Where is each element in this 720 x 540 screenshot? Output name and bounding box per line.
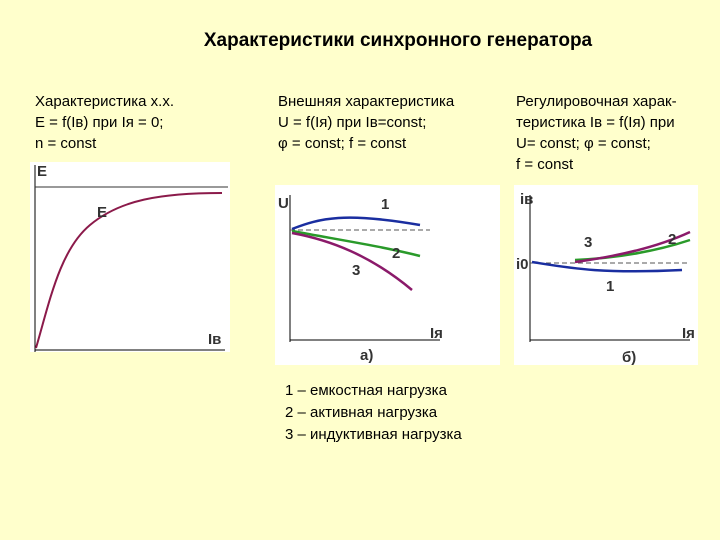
curve-label: 1 (606, 278, 614, 295)
title: Характеристики синхронного генератора (204, 30, 593, 51)
curve-label: 3 (352, 262, 360, 279)
column-text: Регулировочная харак- (516, 93, 677, 110)
x-axis-label: Iя (682, 325, 695, 342)
caption: б) (622, 349, 636, 366)
curve-label: 3 (584, 234, 592, 251)
column-text: f = const (516, 156, 574, 173)
column-text: φ = const; f = const (278, 135, 407, 152)
curve-label: 1 (381, 196, 389, 213)
curve-3 (574, 230, 691, 264)
chart1-bg (30, 162, 230, 352)
column-text: Характеристика х.х. (35, 93, 174, 110)
curve-1 (291, 216, 421, 231)
caption: а) (360, 347, 373, 364)
column-text: Внешняя характеристика (278, 93, 455, 110)
x-axis-label: Iя (430, 325, 443, 342)
curve-3 (291, 231, 413, 291)
curve-label: E (97, 204, 107, 221)
y-axis-label: iв (520, 191, 533, 208)
chart3-bg (514, 185, 698, 365)
legend-item: 3 – индуктивная нагрузка (285, 426, 462, 443)
x-axis-label: Iв (208, 331, 221, 348)
legend-item: 1 – емкостная нагрузка (285, 382, 448, 399)
y-axis-label: U (278, 195, 289, 212)
column-text: E = f(Iв) при Iя = 0; (35, 114, 163, 131)
y-axis-label: E (37, 163, 47, 180)
level-label: i0 (516, 256, 529, 273)
column-text: теристика Iв = f(Iя) при (516, 114, 675, 131)
chart2-bg (275, 185, 500, 365)
legend-item: 2 – активная нагрузка (285, 404, 438, 421)
curve-1 (531, 260, 683, 273)
curve-label: 2 (668, 231, 676, 248)
column-text: n = const (35, 135, 97, 152)
column-text: U = f(Iя) при Iв=const; (278, 114, 426, 131)
curve-2 (291, 229, 421, 258)
column-text: U= const; φ = const; (516, 135, 651, 152)
curve-label: 2 (392, 245, 400, 262)
curve (35, 192, 223, 349)
